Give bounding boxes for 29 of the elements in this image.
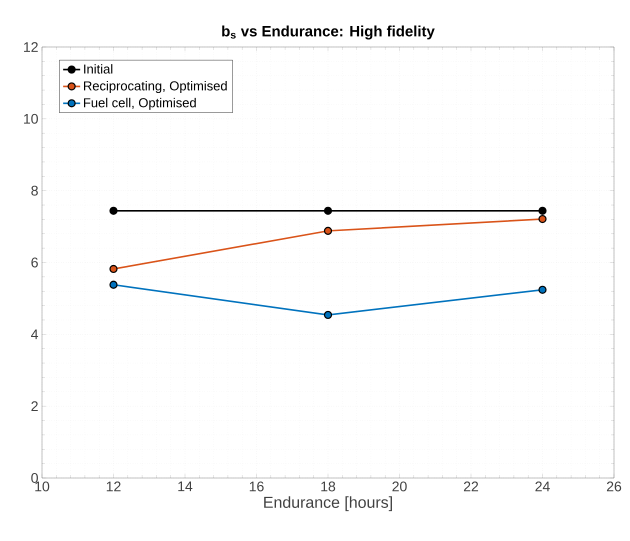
- legend-label: Initial: [84, 64, 112, 74]
- y-tick-label: 4: [31, 330, 38, 340]
- y-tick-label: 6: [31, 258, 38, 268]
- point: [538, 286, 547, 294]
- point: [109, 264, 118, 274]
- chart-title: b$_{s}$ vs Endurance: High fidelity: [222, 26, 435, 40]
- x-tick-label: 22: [464, 482, 478, 492]
- point: [538, 214, 547, 224]
- point: [109, 206, 118, 215]
- point: [324, 206, 332, 215]
- legend-label: Fuel cell, Optimised: [84, 98, 196, 110]
- point: [109, 280, 118, 289]
- point: [324, 310, 332, 320]
- x-tick-label: 24: [535, 482, 550, 492]
- x-axis-title: Endurance [hours]: [264, 496, 392, 512]
- y-tick-label: 0: [31, 473, 38, 483]
- point: [324, 226, 332, 235]
- x-tick-label: 26: [606, 482, 622, 492]
- x-tick-label: 18: [321, 482, 336, 492]
- point: [538, 206, 547, 215]
- y-tick-label: 12: [24, 42, 38, 52]
- legend-label: Reciprocating, Optimised: [84, 80, 227, 94]
- y-tick-label: 8: [31, 186, 38, 196]
- y-tick-label: 2: [31, 401, 38, 412]
- y-tick-label: 10: [24, 114, 38, 124]
- x-tick-label: 12: [106, 482, 121, 492]
- x-tick-label: 14: [178, 482, 192, 492]
- x-tick-label: 20: [392, 482, 407, 492]
- x-tick-label: 16: [250, 482, 264, 492]
